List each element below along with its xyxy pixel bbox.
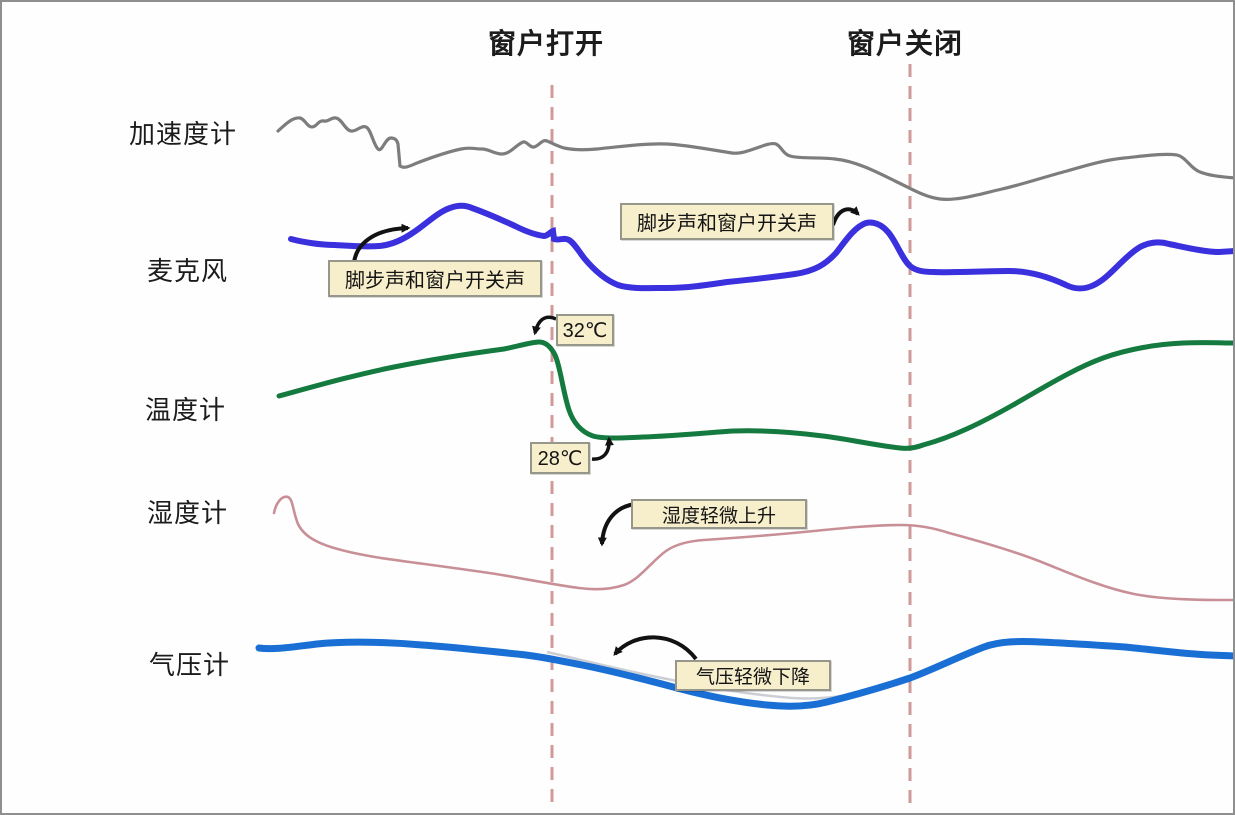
annotation-arrow-pressure [613,635,698,661]
barometer-trace [255,638,1233,710]
accelerometer-trace [276,116,1233,201]
annotation-arrow-mic-left [352,223,411,264]
callout-temperature-32c: 32℃ [556,314,614,346]
callout-temperature-28c: 28℃ [530,442,590,474]
sensor-label-barometer: 气压计 [149,650,231,680]
annotation-arrow-mic-right [831,206,860,226]
callout-footsteps-window-sound-left: 脚步声和窗户开关声 [328,260,542,297]
callout-footsteps-window-sound-right: 脚步声和窗户开关声 [620,203,834,240]
callout-pressure-slight-drop: 气压轻微下降 [675,660,831,691]
thermometer-trace [276,339,1233,451]
sensor-label-accelerometer: 加速度计 [129,119,238,149]
annotation-arrow-temp-peak [532,315,557,336]
sensor-label-hygrometer: 湿度计 [147,498,229,528]
callout-humidity-slight-rise: 湿度轻微上升 [631,499,807,529]
annotation-arrow-temp-after [591,436,614,461]
sensor-label-thermometer: 温度计 [145,395,227,425]
annotation-arrow-humidity [597,502,636,547]
microphone-trace [288,202,1233,292]
event-label-window-close: 窗户关闭 [847,28,964,59]
sensor-label-microphone: 麦克风 [147,256,229,286]
hygrometer-trace [272,495,1233,602]
event-label-window-open: 窗户打开 [488,28,605,59]
